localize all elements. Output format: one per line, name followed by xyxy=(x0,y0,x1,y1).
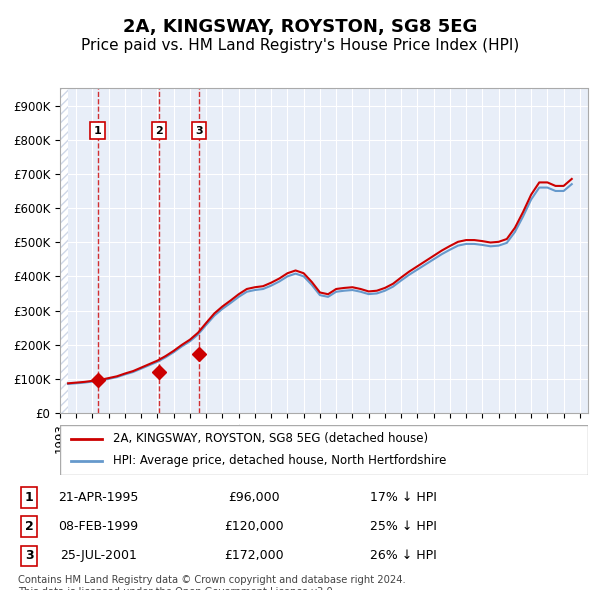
Text: 1: 1 xyxy=(94,126,101,136)
Text: £172,000: £172,000 xyxy=(224,549,284,562)
FancyBboxPatch shape xyxy=(60,425,588,475)
Text: 26% ↓ HPI: 26% ↓ HPI xyxy=(370,549,437,562)
Text: 2: 2 xyxy=(25,520,34,533)
Text: 17% ↓ HPI: 17% ↓ HPI xyxy=(370,491,437,504)
Text: 3: 3 xyxy=(195,126,203,136)
Text: 08-FEB-1999: 08-FEB-1999 xyxy=(58,520,139,533)
Bar xyxy=(60,88,68,413)
Text: HPI: Average price, detached house, North Hertfordshire: HPI: Average price, detached house, Nort… xyxy=(113,454,446,467)
Text: 3: 3 xyxy=(25,549,34,562)
Text: Price paid vs. HM Land Registry's House Price Index (HPI): Price paid vs. HM Land Registry's House … xyxy=(81,38,519,53)
Text: £120,000: £120,000 xyxy=(224,520,284,533)
Text: £96,000: £96,000 xyxy=(228,491,280,504)
Text: 25-JUL-2001: 25-JUL-2001 xyxy=(60,549,137,562)
Text: 2: 2 xyxy=(155,126,163,136)
Text: 25% ↓ HPI: 25% ↓ HPI xyxy=(370,520,437,533)
Text: 1: 1 xyxy=(25,491,34,504)
Text: 2A, KINGSWAY, ROYSTON, SG8 5EG: 2A, KINGSWAY, ROYSTON, SG8 5EG xyxy=(123,18,477,36)
Text: Contains HM Land Registry data © Crown copyright and database right 2024.
This d: Contains HM Land Registry data © Crown c… xyxy=(18,575,406,590)
Text: 21-APR-1995: 21-APR-1995 xyxy=(58,491,139,504)
Text: 2A, KINGSWAY, ROYSTON, SG8 5EG (detached house): 2A, KINGSWAY, ROYSTON, SG8 5EG (detached… xyxy=(113,432,428,445)
